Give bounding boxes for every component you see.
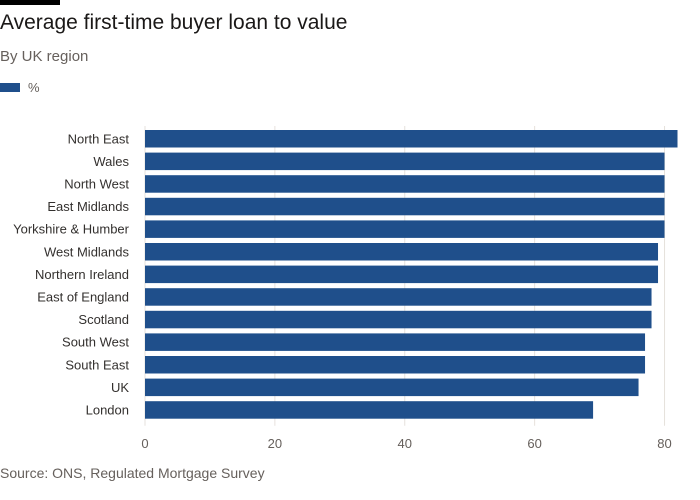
bar <box>145 175 665 193</box>
category-label: Wales <box>93 154 129 169</box>
chart-title: Average first-time buyer loan to value <box>0 11 348 34</box>
category-label: Northern Ireland <box>35 267 129 282</box>
chart-subtitle: By UK region <box>0 48 89 65</box>
bar <box>145 401 594 419</box>
x-tick-label: 20 <box>268 436 282 451</box>
category-label: South East <box>65 357 129 372</box>
x-tick-label: 40 <box>398 436 412 451</box>
bar <box>145 356 646 374</box>
category-label: East of England <box>37 289 129 304</box>
x-tick-label: 80 <box>657 436 671 451</box>
x-tick-label: 60 <box>527 436 541 451</box>
category-label: Yorkshire & Humber <box>13 222 130 237</box>
bar <box>145 265 659 284</box>
top-rule <box>0 0 60 5</box>
bar <box>145 333 646 351</box>
bar <box>145 220 665 238</box>
bar <box>145 197 665 216</box>
category-label: West Midlands <box>44 244 130 259</box>
bar <box>145 288 652 306</box>
bar <box>145 310 652 329</box>
legend-label: % <box>28 80 40 95</box>
source-note: Source: ONS, Regulated Mortgage Survey <box>0 465 265 481</box>
bar <box>145 378 639 397</box>
x-tick-label: 0 <box>141 436 148 451</box>
legend: % <box>0 80 40 95</box>
bar <box>145 152 665 171</box>
category-label: Scotland <box>78 312 129 327</box>
category-label: East Midlands <box>47 199 129 214</box>
bar <box>145 130 678 148</box>
category-label: UK <box>111 380 129 395</box>
bar <box>145 243 659 261</box>
category-label: London <box>86 402 129 417</box>
category-label: North West <box>64 176 129 191</box>
category-label: North East <box>68 131 130 146</box>
legend-swatch <box>0 83 20 92</box>
category-label: South West <box>62 335 129 350</box>
